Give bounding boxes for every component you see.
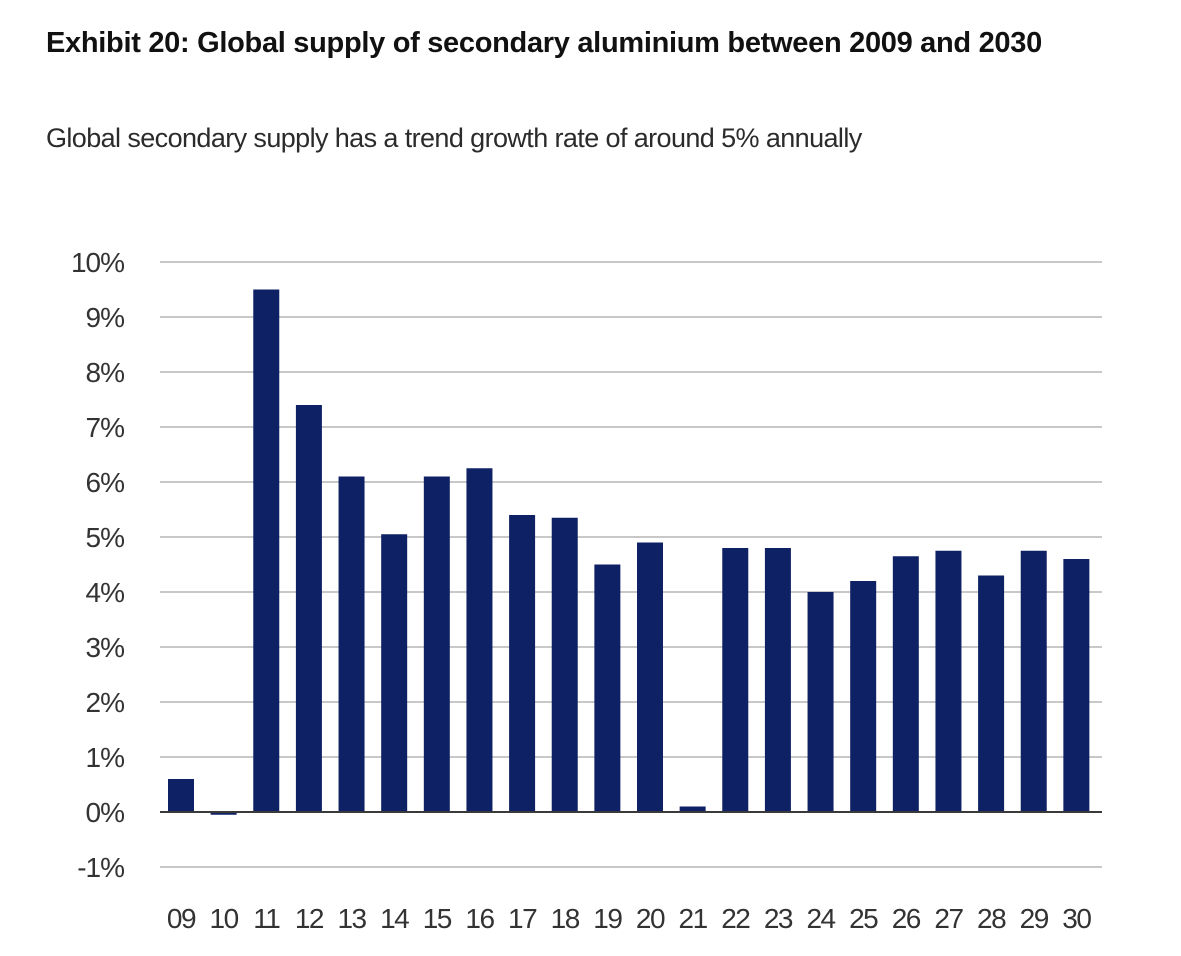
bar-09 xyxy=(168,779,194,812)
bar-12 xyxy=(295,405,322,812)
bar-20 xyxy=(637,542,663,812)
y-tick-label: 2% xyxy=(86,687,125,718)
bar-17 xyxy=(509,515,536,812)
x-tick-label: 24 xyxy=(806,903,835,934)
x-tick-label: 23 xyxy=(764,903,793,934)
x-tick-label: 11 xyxy=(253,903,280,934)
x-tick-label: 18 xyxy=(551,903,580,934)
bar-23 xyxy=(764,548,791,812)
y-tick-label: 1% xyxy=(86,742,125,773)
x-tick-label: 25 xyxy=(849,903,878,934)
bar-15 xyxy=(423,476,450,812)
y-tick-label: 3% xyxy=(86,632,125,663)
y-axis-ticks: 10% 9% 8% 7% 6% 5% 4% 3% 2% 1% 0% -1% xyxy=(71,247,125,883)
x-tick-label: 28 xyxy=(977,903,1006,934)
y-tick-label: -1% xyxy=(77,852,124,883)
bar-22 xyxy=(722,548,749,812)
x-tick-label: 22 xyxy=(721,903,750,934)
bar-10 xyxy=(210,812,237,815)
x-tick-label: 12 xyxy=(295,903,324,934)
x-tick-label: 27 xyxy=(934,903,963,934)
bar-28 xyxy=(978,575,1005,812)
x-tick-label: 29 xyxy=(1020,903,1049,934)
bar-16 xyxy=(466,468,493,812)
x-tick-label: 15 xyxy=(423,903,452,934)
chart-title: Exhibit 20: Global supply of secondary a… xyxy=(46,27,1042,59)
x-tick-label: 30 xyxy=(1062,903,1091,934)
y-tick-label: 0% xyxy=(86,797,125,828)
bar-26 xyxy=(892,556,919,812)
x-tick-label: 10 xyxy=(210,903,239,934)
x-tick-label: 19 xyxy=(593,903,622,934)
bar-21 xyxy=(679,806,706,812)
y-tick-label: 10% xyxy=(71,247,124,278)
bar-14 xyxy=(381,534,408,812)
y-tick-label: 7% xyxy=(86,412,125,443)
y-tick-label: 8% xyxy=(86,357,125,388)
bars xyxy=(168,289,1090,815)
bar-18 xyxy=(551,517,578,812)
y-tick-label: 9% xyxy=(86,302,125,333)
x-tick-label: 17 xyxy=(508,903,537,934)
x-tick-label: 21 xyxy=(679,903,708,934)
x-tick-label: 20 xyxy=(636,903,665,934)
chart-subtitle: Global secondary supply has a trend grow… xyxy=(46,123,862,153)
bar-19 xyxy=(594,564,621,812)
bar-11 xyxy=(253,289,280,812)
y-tick-label: 6% xyxy=(86,467,125,498)
bar-29 xyxy=(1020,550,1047,812)
bar-30 xyxy=(1063,559,1090,812)
bar-27 xyxy=(935,550,962,812)
bar-25 xyxy=(850,581,877,812)
x-tick-label: 16 xyxy=(465,903,494,934)
x-tick-label: 13 xyxy=(337,903,366,934)
y-tick-label: 5% xyxy=(86,522,125,553)
x-tick-label: 09 xyxy=(167,903,196,934)
y-tick-label: 4% xyxy=(86,577,125,608)
x-tick-label: 26 xyxy=(892,903,921,934)
x-axis-ticks: 09 10 11 12 13 14 15 16 17 18 19 20 21 22 23 24 25 26 27 28… xyxy=(167,903,1093,934)
bar-13 xyxy=(338,476,365,812)
bar-24 xyxy=(807,592,834,812)
x-tick-label: 14 xyxy=(380,903,409,934)
